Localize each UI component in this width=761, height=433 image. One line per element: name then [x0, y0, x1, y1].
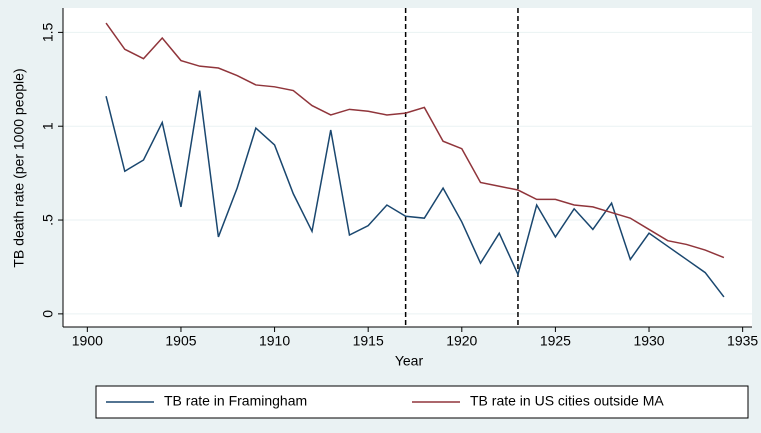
y-tick-label: 0 — [40, 310, 56, 318]
legend-label: TB rate in Framingham — [164, 393, 307, 409]
x-axis-title: Year — [395, 353, 424, 369]
x-tick-label: 1935 — [727, 333, 758, 349]
series-line — [105, 22, 725, 259]
y-tick-label: .5 — [40, 214, 56, 226]
x-tick-label: 1905 — [165, 333, 196, 349]
series-line — [105, 90, 725, 298]
y-tick-label: 1.5 — [40, 22, 56, 42]
y-tick-label: 1 — [40, 122, 56, 130]
x-tick-label: 1920 — [446, 333, 477, 349]
x-tick-label: 1930 — [633, 333, 664, 349]
legend-label: TB rate in US cities outside MA — [470, 393, 664, 409]
x-tick-label: 1900 — [72, 333, 103, 349]
x-tick-label: 1915 — [353, 333, 384, 349]
plot-area — [63, 8, 752, 327]
x-tick-label: 1910 — [259, 333, 290, 349]
x-tick-label: 1925 — [540, 333, 571, 349]
y-axis-title: TB death rate (per 1000 people) — [11, 68, 27, 267]
